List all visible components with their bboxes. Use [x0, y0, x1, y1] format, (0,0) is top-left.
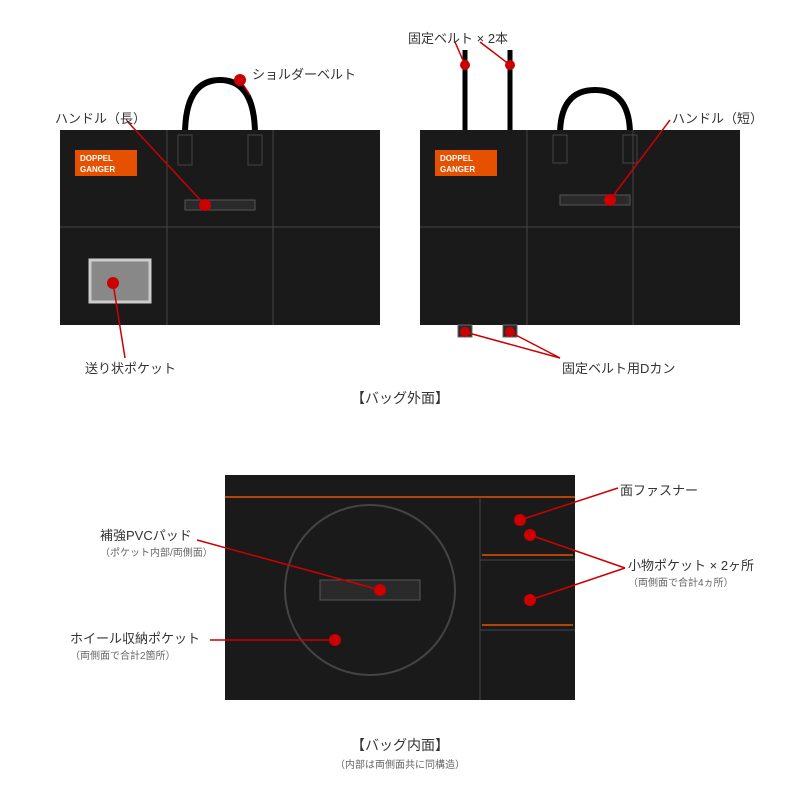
- label-d-ring: 固定ベルト用Dカン: [562, 358, 675, 377]
- bag-exterior-right: DOPPEL GANGER: [420, 50, 740, 337]
- logo-line1: DOPPEL: [80, 154, 113, 163]
- section-interior-title: 【バッグ内面】 （内部は両側面共に同構造）: [0, 735, 800, 771]
- invoice-pocket: [90, 260, 150, 302]
- label-handle-long: ハンドル（長）: [55, 108, 146, 127]
- velcro-strip-2: [560, 195, 630, 205]
- label-handle-short: ハンドル（短）: [672, 108, 763, 127]
- center-velcro: [320, 580, 420, 600]
- label-shoulder-belt: ショルダーベルト: [252, 64, 356, 83]
- label-wheel-pocket: ホイール収納ポケット （両側面で合計2箇所）: [70, 628, 200, 662]
- section-exterior-title: 【バッグ外面】: [0, 388, 800, 408]
- label-invoice-pocket: 送り状ポケット: [85, 358, 176, 377]
- bag-interior: [225, 475, 575, 700]
- label-pvc-pad: 補強PVCパッド （ポケット内部/両側面）: [100, 525, 213, 559]
- logo-line2: GANGER: [80, 165, 115, 174]
- svg-text:DOPPEL: DOPPEL: [440, 154, 473, 163]
- short-handle: [560, 90, 630, 135]
- shoulder-handle: [185, 80, 255, 135]
- label-fixing-belt: 固定ベルト × 2本: [408, 28, 508, 47]
- label-small-pocket: 小物ポケット × 2ヶ所 （両側面で合計4ヵ所）: [628, 555, 754, 589]
- label-hook-loop: 面ファスナー: [620, 480, 698, 499]
- velcro-strip: [185, 200, 255, 210]
- svg-text:GANGER: GANGER: [440, 165, 475, 174]
